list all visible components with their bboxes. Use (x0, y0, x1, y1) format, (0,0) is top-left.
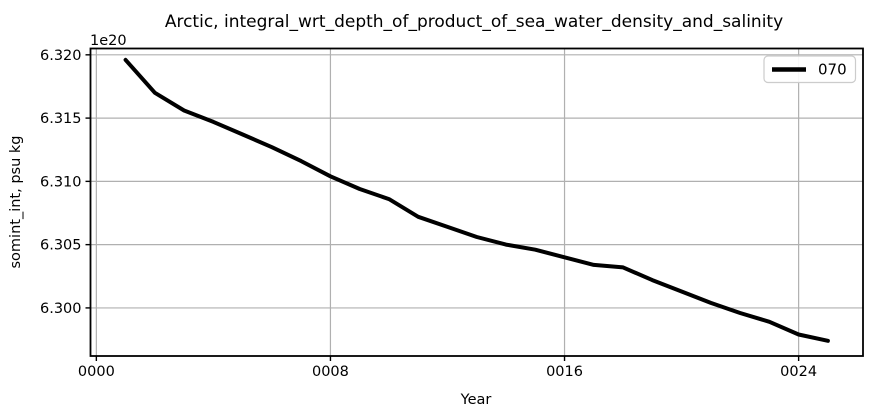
y-tick-label: 6.320 (40, 48, 82, 64)
y-axis-offset-label: 1e20 (90, 33, 127, 49)
legend-box (763, 55, 857, 84)
gridlines (90, 48, 863, 356)
x-tick-label: 0000 (78, 364, 115, 380)
x-tick-label: 0024 (780, 364, 817, 380)
x-tick-label: 0008 (312, 364, 349, 380)
y-tick-label: 6.305 (40, 238, 82, 254)
y-tick-label: 6.310 (40, 174, 82, 190)
plot-area (90, 48, 863, 356)
x-tick-label: 0016 (546, 364, 583, 380)
y-tick-label: 6.315 (40, 111, 82, 127)
legend: 070 (763, 55, 857, 84)
y-axis-label: somint_int, psu kg (8, 136, 24, 269)
y-tick-label: 6.300 (40, 301, 82, 317)
tick-marks (85, 54, 800, 361)
x-axis-label: Year (460, 392, 492, 408)
legend-entry-label: 070 (818, 61, 847, 79)
tick-labels: 0000 0008 0016 0024 6.300 6.305 6.310 6.315 6.32… (40, 48, 817, 380)
chart-title: Arctic, integral_wrt_depth_of_product_of… (165, 12, 783, 32)
series-line-070 (123, 57, 830, 343)
axes-frame (89, 47, 864, 357)
